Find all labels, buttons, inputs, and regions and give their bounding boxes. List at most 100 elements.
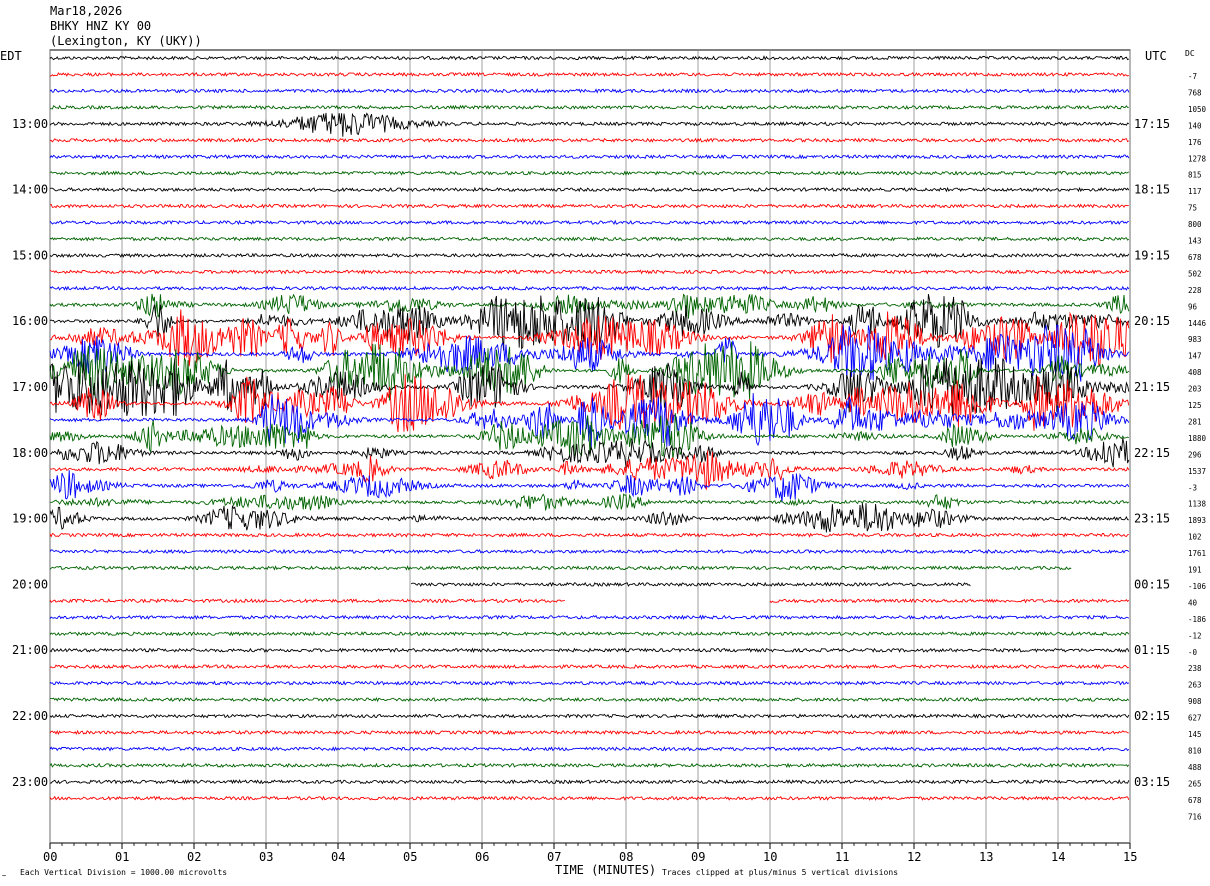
seismic-trace: [49, 170, 1130, 176]
location-label: (Lexington, KY (UKY)): [50, 34, 202, 48]
x-tick-label: 11: [835, 850, 849, 864]
dc-offset-label: 1880: [1188, 434, 1207, 443]
left-hour-label: 19:00: [12, 512, 48, 526]
seismic-trace: [49, 55, 1130, 61]
dc-offset-label: 716: [1188, 812, 1202, 821]
seismic-trace: [49, 373, 1130, 433]
x-tick-label: 10: [763, 850, 777, 864]
left-hour-label: 18:00: [12, 446, 48, 460]
right-hour-label: 02:15: [1134, 709, 1170, 723]
seismic-trace: [49, 437, 1130, 469]
seismic-trace: [49, 104, 1129, 111]
seismic-trace: [49, 252, 1130, 259]
right-hour-label: 17:15: [1134, 117, 1170, 131]
station-label: BHKY HNZ KY 00: [50, 19, 152, 33]
footer-scale-note: Each Vertical Division = 1000.00 microvo…: [20, 868, 227, 877]
dc-offset-label: -3: [1188, 483, 1197, 492]
seismic-trace: [50, 493, 1130, 511]
dc-offset-label: 102: [1188, 533, 1202, 542]
dc-offset-label: 263: [1188, 681, 1202, 690]
left-hour-label: 14:00: [12, 183, 48, 197]
x-tick-label: 12: [907, 850, 921, 864]
seismic-trace: [49, 795, 1130, 801]
left-timezone-label: EDT: [0, 49, 22, 63]
seismic-trace: [49, 137, 1130, 144]
dc-offset-label: 140: [1188, 121, 1202, 130]
seismic-trace: [49, 762, 1130, 769]
seismic-trace: [49, 779, 1130, 785]
left-hour-label: 20:00: [12, 577, 48, 591]
dc-offset-label: 488: [1188, 763, 1202, 772]
dc-offset-label: 768: [1188, 88, 1202, 97]
dc-header-label: DC: [1185, 49, 1195, 58]
seismic-trace: [49, 532, 1129, 538]
dc-offset-label: 1446: [1188, 319, 1207, 328]
x-tick-label: 03: [259, 850, 273, 864]
dc-offset-label: 1138: [1188, 500, 1207, 509]
x-tick-label: 08: [619, 850, 633, 864]
dc-offset-label: 810: [1188, 746, 1202, 755]
dc-offset-label: 203: [1188, 385, 1202, 394]
dc-offset-label: 678: [1188, 253, 1202, 262]
dc-offset-label: -186: [1188, 615, 1207, 624]
right-hour-label: 23:15: [1134, 512, 1170, 526]
dc-offset-label: 281: [1188, 417, 1202, 426]
seismic-trace: [49, 663, 1129, 670]
dc-offset-label: -0: [1188, 648, 1198, 657]
dc-offset-label: 117: [1188, 187, 1202, 196]
seismic-trace: [49, 413, 1129, 460]
dc-offset-label: 176: [1188, 138, 1202, 147]
dc-offset-label: 125: [1188, 401, 1202, 410]
right-hour-label: 20:15: [1134, 314, 1170, 328]
seismic-trace: [49, 154, 1130, 160]
seismic-trace: [49, 680, 1130, 686]
dc-offset-label: 1761: [1188, 549, 1206, 558]
x-tick-label: 14: [1051, 850, 1065, 864]
dc-offset-label: 238: [1188, 664, 1202, 673]
x-tick-label: 09: [691, 850, 705, 864]
seismic-trace: [49, 294, 1130, 351]
seismic-trace: [410, 581, 971, 587]
right-hour-label: 01:15: [1134, 643, 1170, 657]
left-hour-label: 21:00: [12, 643, 48, 657]
dc-offset-label: 228: [1188, 286, 1202, 295]
left-hour-label: 23:00: [12, 775, 48, 789]
seismic-trace: [49, 503, 1129, 533]
plot-header: Mar18,2026 BHKY HNZ KY 00 (Lexington, KY…: [50, 4, 202, 49]
seismic-trace: [49, 88, 1130, 94]
dc-offset-label: -12: [1188, 631, 1202, 640]
dc-offset-label: 191: [1188, 566, 1202, 575]
left-hour-label: 17:00: [12, 380, 48, 394]
corner-mark: ~: [2, 872, 6, 880]
x-tick-label: 15: [1123, 850, 1137, 864]
dc-offset-label: -106: [1188, 582, 1207, 591]
x-tick-label: 13: [979, 850, 993, 864]
x-tick-label: 07: [547, 850, 561, 864]
dc-offset-label: 502: [1188, 269, 1202, 278]
seismic-trace: [49, 203, 1129, 209]
seismic-trace: [49, 324, 1130, 384]
seismic-trace: [49, 71, 1130, 78]
dc-offset-label: 1893: [1188, 516, 1206, 525]
dc-offset-label: 908: [1188, 697, 1202, 706]
dc-offset-label: 983: [1188, 335, 1202, 344]
dc-offset-label: 145: [1188, 730, 1202, 739]
dc-offset-label: -7: [1188, 72, 1197, 81]
seismic-trace: [49, 285, 1130, 292]
x-tick-label: 01: [115, 850, 129, 864]
seismic-trace: [49, 269, 1129, 275]
dc-offset-label: 800: [1188, 220, 1202, 229]
date-label: Mar18,2026: [50, 4, 123, 18]
grid: [49, 49, 1131, 849]
dc-offset-label: 627: [1188, 714, 1202, 723]
axis-labels: EDT UTC DC TIME (MINUTES) Each Vertical …: [0, 49, 1207, 880]
seismic-trace: [49, 598, 1130, 604]
footer-clip-note: Traces clipped at plus/minus 5 vertical …: [662, 868, 898, 877]
right-hour-label: 21:15: [1134, 380, 1170, 394]
dc-offset-label: 147: [1188, 352, 1202, 361]
right-hour-label: 03:15: [1134, 775, 1170, 789]
seismic-trace: [49, 746, 1130, 752]
seismic-trace: [49, 565, 1072, 571]
seismic-trace: [49, 647, 1130, 653]
left-hour-label: 16:00: [12, 314, 48, 328]
